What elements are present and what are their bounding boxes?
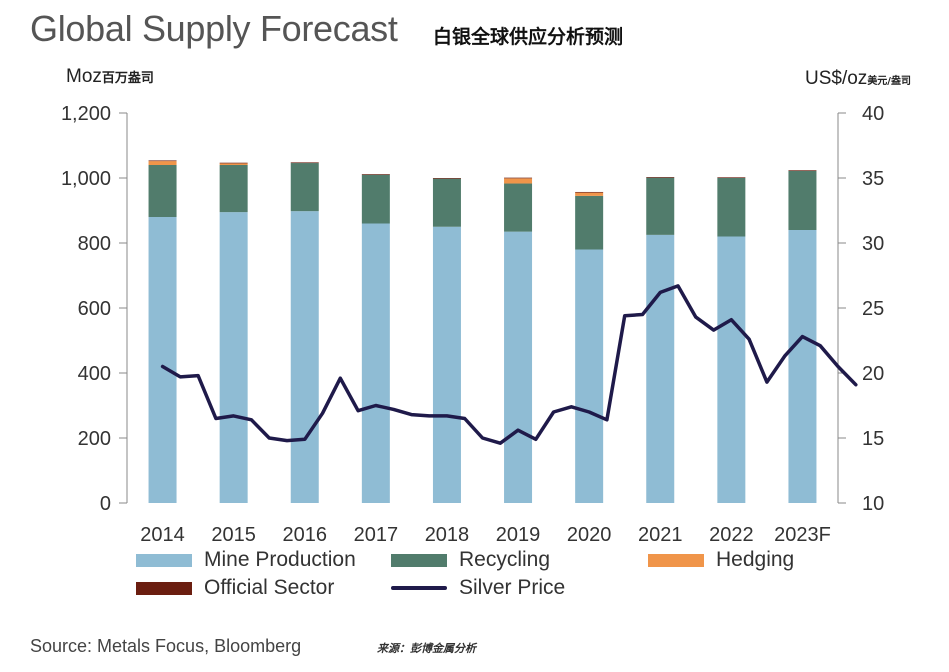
source-note: Source: Metals Focus, Bloomberg bbox=[30, 636, 302, 656]
left-tick-label: 0 bbox=[100, 493, 111, 515]
bar-hedging bbox=[219, 163, 248, 165]
legend-swatch-recycling bbox=[391, 553, 447, 567]
bar-recycling bbox=[717, 178, 746, 237]
x-tick-label: 2020 bbox=[567, 524, 612, 546]
x-tick-label: 2014 bbox=[140, 524, 185, 546]
bar-mine-production bbox=[504, 231, 533, 503]
legend-swatch-price bbox=[391, 586, 447, 590]
left-tick-label: 400 bbox=[78, 363, 111, 385]
x-tick-label: 2021 bbox=[638, 524, 683, 546]
legend-label-hedging: Hedging bbox=[716, 548, 795, 571]
bar-official-sector bbox=[219, 162, 248, 164]
bar-hedging bbox=[575, 192, 604, 196]
legend-official: Official Sector bbox=[136, 576, 334, 600]
bar-official-sector bbox=[788, 170, 817, 171]
bar-recycling bbox=[290, 163, 319, 212]
bar-official-sector bbox=[290, 162, 319, 164]
left-tick-label: 1,200 bbox=[61, 103, 111, 125]
left-unit-en: Moz bbox=[66, 66, 102, 87]
right-tick-label: 15 bbox=[862, 428, 884, 450]
legend-label-price: Silver Price bbox=[459, 576, 566, 599]
bar-mine-production bbox=[646, 234, 675, 503]
bar-recycling bbox=[361, 174, 390, 224]
right-tick-label: 40 bbox=[862, 103, 884, 125]
bar-hedging bbox=[504, 178, 533, 184]
bar-recycling bbox=[788, 170, 817, 230]
legend-price: Silver Price bbox=[391, 576, 565, 600]
right-tick-label: 20 bbox=[862, 363, 884, 385]
right-tick-label: 35 bbox=[862, 168, 884, 190]
left-tick-label: 800 bbox=[78, 233, 111, 255]
legend-mine: Mine Production bbox=[136, 548, 356, 572]
left-unit-cn: 百万盎司 bbox=[101, 71, 154, 86]
bar-mine-production bbox=[148, 217, 177, 503]
bar-recycling bbox=[504, 183, 533, 232]
right-tick-label: 25 bbox=[862, 298, 884, 320]
x-tick-label: 2015 bbox=[211, 524, 256, 546]
legend-swatch-mine bbox=[136, 553, 192, 567]
legend-swatch-hedging bbox=[648, 553, 704, 567]
bar-recycling bbox=[646, 177, 675, 235]
right-axis-unit: US$/oz美元/盎司 bbox=[805, 68, 911, 90]
bar-official-sector bbox=[646, 177, 675, 178]
x-tick-label: 2022 bbox=[709, 524, 754, 546]
bar-hedging bbox=[148, 161, 177, 165]
bar-official-sector bbox=[432, 178, 461, 179]
left-tick-label: 1,000 bbox=[61, 168, 111, 190]
x-tick-label: 2017 bbox=[354, 524, 399, 546]
bar-mine-production bbox=[361, 223, 390, 503]
bar-mine-production bbox=[219, 212, 248, 503]
left-tick-label: 600 bbox=[78, 298, 111, 320]
right-unit-cn: 美元/盎司 bbox=[867, 76, 911, 87]
legend-label-recycling: Recycling bbox=[459, 548, 551, 571]
chart-title: Global Supply Forecast bbox=[30, 8, 398, 49]
bar-mine-production bbox=[575, 249, 604, 503]
right-unit-en: US$/oz bbox=[805, 68, 868, 89]
bar-mine-production bbox=[432, 226, 461, 503]
legend-label-mine: Mine Production bbox=[204, 548, 356, 571]
bar-recycling bbox=[432, 178, 461, 227]
bar-mine-production bbox=[290, 211, 319, 503]
x-tick-label: 2016 bbox=[283, 524, 328, 546]
bar-recycling bbox=[575, 195, 604, 250]
right-tick-label: 10 bbox=[862, 493, 884, 515]
x-tick-label: 2018 bbox=[425, 524, 470, 546]
bar-official-sector bbox=[148, 160, 177, 162]
left-axis-unit: Moz百万盎司 bbox=[66, 66, 154, 88]
silver-price-line bbox=[160, 284, 858, 445]
left-tick-label: 200 bbox=[78, 428, 111, 450]
right-tick-label: 30 bbox=[862, 233, 884, 255]
x-tick-label: 2023F bbox=[774, 524, 831, 546]
bar-mine-production bbox=[717, 236, 746, 503]
x-tick-label: 2019 bbox=[496, 524, 541, 546]
bar-official-sector bbox=[717, 177, 746, 178]
bar-official-sector bbox=[504, 177, 533, 179]
bar-recycling bbox=[148, 165, 177, 217]
bar-recycling bbox=[219, 165, 248, 213]
bar-official-sector bbox=[575, 191, 604, 193]
bar-mine-production bbox=[788, 230, 817, 503]
bar-official-sector bbox=[361, 174, 390, 175]
legend-swatch-official bbox=[136, 581, 192, 595]
source-note-cn: 来源：彭博金属分析 bbox=[377, 642, 476, 655]
chart-title-cn: 白银全球供应分析预测 bbox=[433, 26, 624, 48]
legend-hedging: Hedging bbox=[648, 548, 794, 572]
legend-label-official: Official Sector bbox=[204, 576, 335, 599]
legend-recycling: Recycling bbox=[391, 548, 550, 572]
